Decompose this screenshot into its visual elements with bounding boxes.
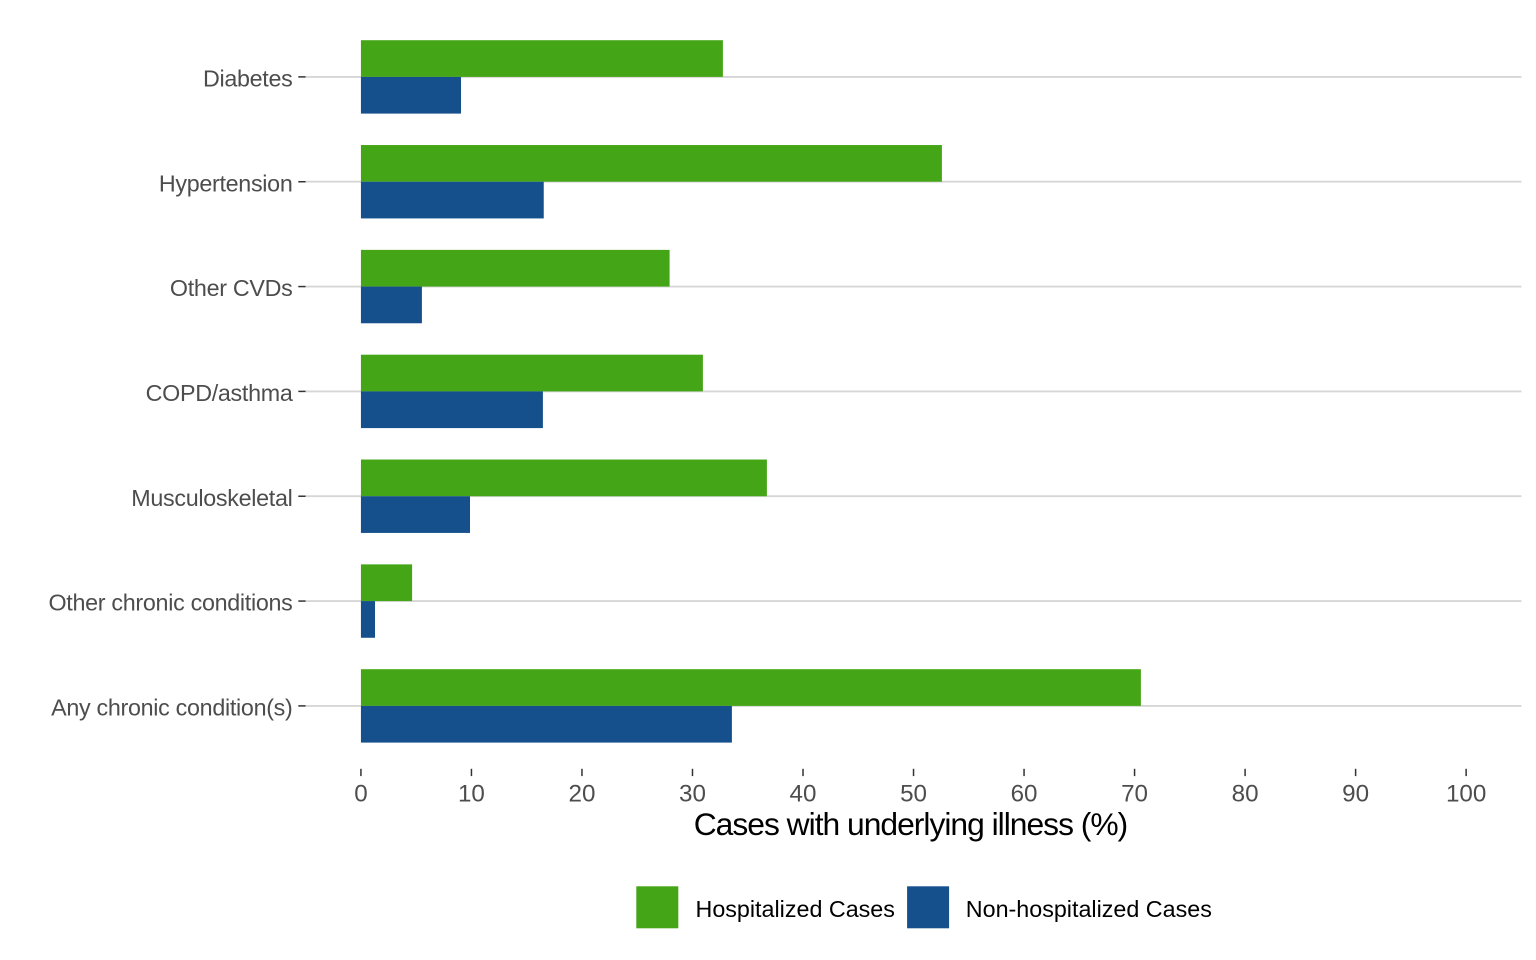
svg-text:90: 90 — [1342, 781, 1369, 808]
svg-text:Non-hospitalized Cases: Non-hospitalized Cases — [966, 896, 1212, 922]
svg-text:Cases with underlying illness: Cases with underlying illness (%) — [694, 806, 1128, 842]
svg-text:Hospitalized Cases: Hospitalized Cases — [696, 896, 895, 922]
svg-text:50: 50 — [900, 781, 927, 808]
svg-text:0: 0 — [354, 781, 367, 808]
svg-text:Diabetes: Diabetes — [203, 66, 293, 92]
svg-text:10: 10 — [458, 781, 485, 808]
svg-text:20: 20 — [569, 781, 596, 808]
svg-text:40: 40 — [790, 781, 817, 808]
svg-text:100: 100 — [1446, 781, 1486, 808]
svg-text:Other CVDs: Other CVDs — [170, 275, 293, 301]
svg-text:80: 80 — [1232, 781, 1259, 808]
svg-text:Musculoskeletal: Musculoskeletal — [131, 485, 292, 511]
svg-text:60: 60 — [1011, 781, 1038, 808]
svg-text:COPD/asthma: COPD/asthma — [146, 380, 293, 406]
svg-text:30: 30 — [679, 781, 706, 808]
svg-text:Hypertension: Hypertension — [159, 170, 293, 196]
svg-text:Other chronic conditions: Other chronic conditions — [48, 590, 292, 616]
svg-text:Any chronic condition(s): Any chronic condition(s) — [51, 695, 292, 721]
svg-text:70: 70 — [1121, 781, 1148, 808]
